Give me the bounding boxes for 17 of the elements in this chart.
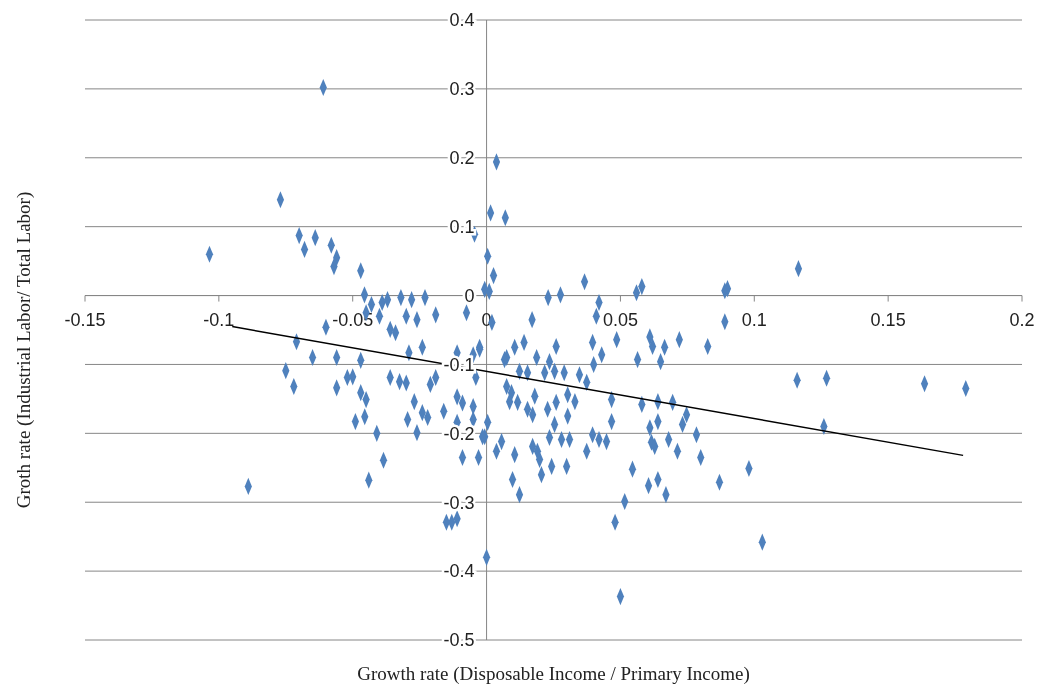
y-tick-label: 0 bbox=[464, 285, 475, 306]
x-tick-label: 0.2 bbox=[1009, 309, 1035, 330]
x-tick-label: 0.05 bbox=[602, 309, 638, 330]
x-tick-label: 0.1 bbox=[741, 309, 767, 330]
x-tick-label: -0.1 bbox=[203, 309, 235, 330]
y-axis-title: Groth rate (Industrial Labor/ Total Labor) bbox=[13, 191, 35, 509]
y-tick-label: -0.2 bbox=[443, 423, 475, 444]
y-tick-label: 0.3 bbox=[449, 79, 475, 100]
x-tick-label: -0.15 bbox=[64, 309, 106, 330]
x-axis-title: Growth rate (Disposable Income / Primary Income) bbox=[357, 663, 750, 685]
y-tick-label: -0.5 bbox=[443, 630, 475, 651]
y-tick-label: -0.4 bbox=[443, 561, 475, 582]
x-tick-label: 0.15 bbox=[870, 309, 906, 330]
y-tick-label: 0.4 bbox=[449, 10, 475, 31]
y-tick-label: 0.1 bbox=[449, 216, 475, 237]
y-tick-label: -0.3 bbox=[443, 492, 475, 513]
y-tick-label: 0.2 bbox=[449, 148, 475, 169]
